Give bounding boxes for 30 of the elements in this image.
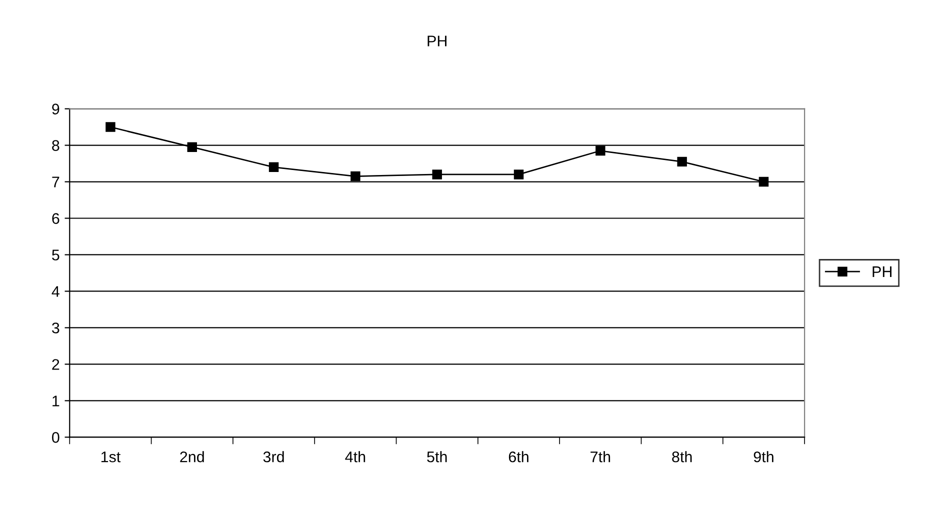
chart-title: PH <box>428 36 446 46</box>
x-tick-label: 4th <box>345 451 366 462</box>
x-tick-label: 5th <box>427 451 447 462</box>
legend-label: PH <box>872 266 892 277</box>
point <box>432 170 442 180</box>
y-tick-label: 2 <box>52 359 60 370</box>
x-tick-label: 1st <box>101 452 121 462</box>
x-tick-label: 7th <box>590 451 610 462</box>
y-tick-label: 9 <box>52 104 60 114</box>
y-tick-label: 0 <box>52 432 60 443</box>
x-tick-label: 6th <box>508 451 528 462</box>
point <box>514 170 524 180</box>
y-tick-label: 3 <box>52 322 60 334</box>
y-tick-label: 7 <box>52 176 60 188</box>
point <box>350 171 360 182</box>
y-tick-label: 6 <box>52 213 60 224</box>
y-tick-label: 5 <box>52 250 60 260</box>
y-tick-label: 1 <box>52 396 60 406</box>
point <box>758 176 769 187</box>
y-tick-label: 4 <box>52 286 60 297</box>
point <box>187 142 197 152</box>
x-tick-label: 2nd <box>180 451 204 462</box>
x-tick-label: 8th <box>672 451 692 462</box>
point <box>106 122 116 132</box>
point <box>596 146 606 156</box>
point <box>268 162 279 172</box>
point <box>677 156 687 167</box>
y-tick-label: 8 <box>52 140 60 151</box>
x-tick-label: 3rd <box>263 451 284 462</box>
x-tick-label: 9th <box>754 451 774 462</box>
